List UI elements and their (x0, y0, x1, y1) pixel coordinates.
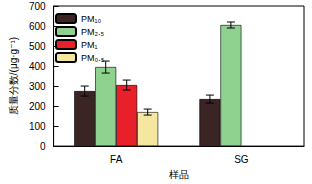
svg-text:500: 500 (29, 41, 46, 52)
svg-text:FA: FA (110, 154, 123, 165)
svg-text:质量分数/(μg·g⁻¹): 质量分数/(μg·g⁻¹) (8, 37, 19, 115)
svg-text:PM₂.₅: PM₂.₅ (81, 27, 104, 37)
svg-text:300: 300 (29, 81, 46, 92)
svg-text:PM₁: PM₁ (81, 40, 98, 50)
svg-text:600: 600 (29, 21, 46, 32)
svg-text:PM₀.₅: PM₀.₅ (81, 53, 105, 63)
svg-text:100: 100 (29, 121, 46, 132)
svg-text:200: 200 (29, 101, 46, 112)
svg-text:400: 400 (29, 61, 46, 72)
svg-text:700: 700 (29, 1, 46, 12)
svg-text:SG: SG (234, 154, 249, 165)
svg-text:0: 0 (40, 141, 46, 152)
svg-text:样品: 样品 (169, 169, 189, 180)
svg-text:PM₁₀: PM₁₀ (81, 14, 102, 24)
